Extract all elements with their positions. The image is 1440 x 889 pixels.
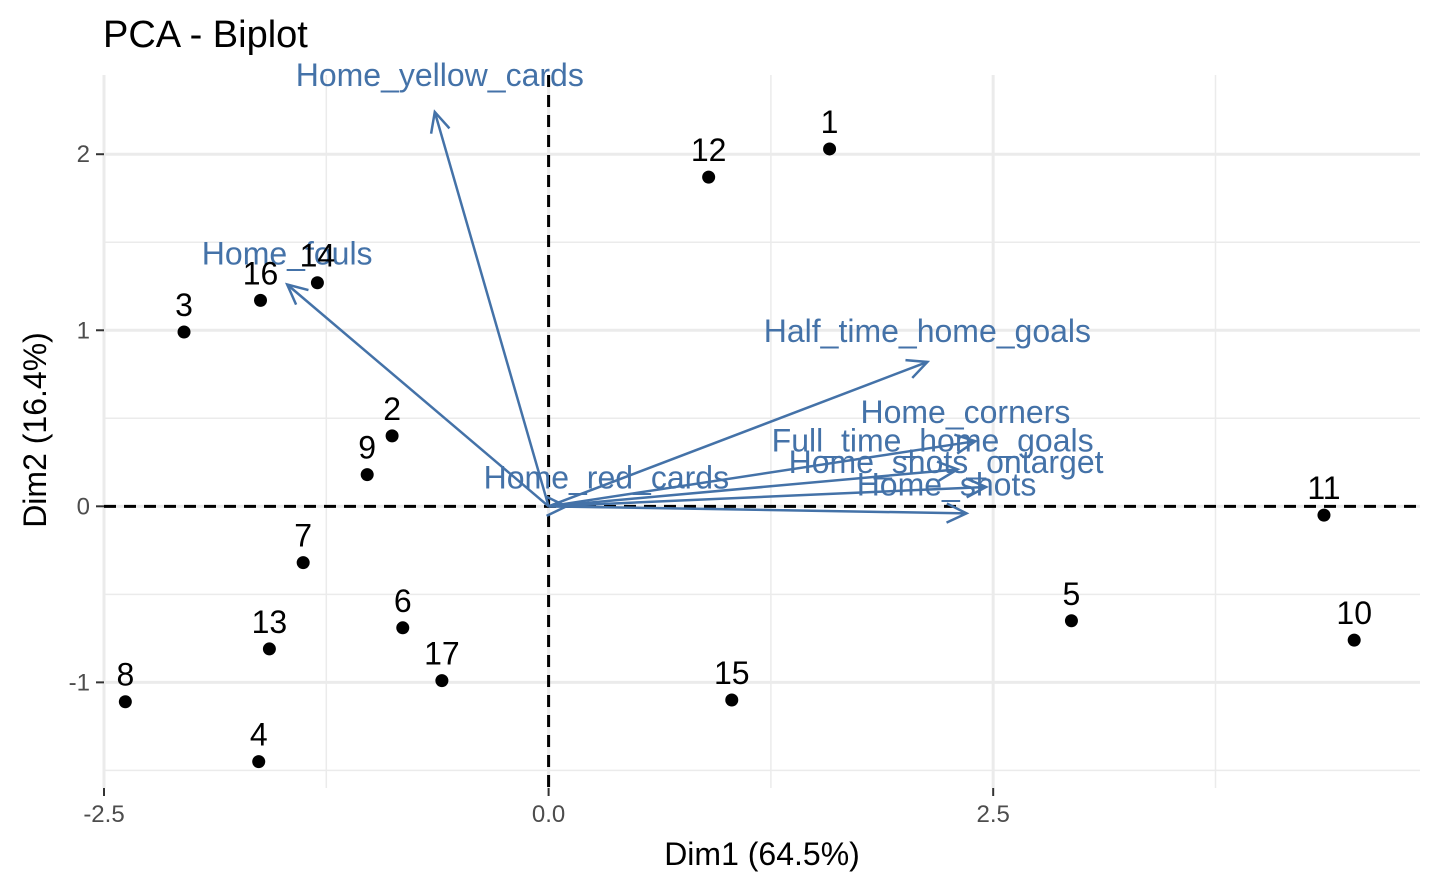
arrow-head xyxy=(936,460,961,482)
x-axis-title: Dim1 (64.5%) xyxy=(664,836,860,872)
point-marker xyxy=(1064,614,1078,628)
point-label: 2 xyxy=(383,391,401,427)
point-label: 17 xyxy=(424,636,460,672)
individual-point: 1 xyxy=(821,104,839,156)
arrow-shaft xyxy=(548,360,928,508)
individual-point: 7 xyxy=(294,518,312,570)
y-tick-label: 2 xyxy=(77,141,90,168)
point-marker xyxy=(435,674,449,688)
variable-arrows: Home_yellow_cards Home_fouls Half_time_hom… xyxy=(202,57,1104,524)
variable-label: Full_time_home_goals xyxy=(772,422,1094,458)
arrow-shaft xyxy=(548,505,967,515)
x-tick-label: -2.5 xyxy=(83,801,124,828)
grid xyxy=(102,75,1420,788)
arrow-shaft xyxy=(548,468,958,508)
chart-title: PCA - Biplot xyxy=(103,14,308,56)
arrow-head xyxy=(429,109,451,134)
individual-point: 8 xyxy=(116,657,134,709)
arrow-shaft xyxy=(433,111,550,507)
variable-arrow: Home_yellow_cards xyxy=(296,57,584,507)
arrow-shaft xyxy=(548,439,976,508)
point-marker xyxy=(1347,633,1361,647)
point-marker xyxy=(118,695,132,709)
point-marker xyxy=(296,556,310,570)
point-marker xyxy=(252,755,266,769)
point-label: 13 xyxy=(252,604,288,640)
point-marker xyxy=(823,142,837,156)
individual-point: 2 xyxy=(383,391,401,443)
point-marker xyxy=(262,642,276,656)
point-label: 3 xyxy=(175,287,193,323)
variable-label: Home_yellow_cards xyxy=(296,57,584,93)
variable-label: Home_shots_ontarget xyxy=(789,444,1104,480)
individual-point: 5 xyxy=(1063,576,1081,628)
individual-point: 11 xyxy=(1307,470,1341,522)
variable-arrow: Home_shots_ontarget xyxy=(548,444,1104,508)
point-label: 11 xyxy=(1307,470,1340,506)
variable-label: Home_red_cards xyxy=(484,459,729,495)
individual-point: 15 xyxy=(714,655,750,707)
individual-point: 6 xyxy=(394,583,412,635)
variable-label: Home_shots xyxy=(857,466,1037,502)
variable-label: Home_fouls xyxy=(202,235,373,271)
point-label: 1 xyxy=(821,104,839,140)
variable-arrow: Home_fouls xyxy=(202,235,550,508)
arrow-shaft xyxy=(286,283,550,508)
arrow-head xyxy=(965,477,989,499)
point-label: 9 xyxy=(358,430,376,466)
point-label: 6 xyxy=(394,583,412,619)
individual-point: 3 xyxy=(175,287,193,339)
arrow-head xyxy=(284,282,309,306)
arrow-shaft xyxy=(548,485,987,508)
point-label: 14 xyxy=(300,238,336,274)
point-marker xyxy=(253,293,267,307)
point-marker xyxy=(725,693,739,707)
arrow-head xyxy=(905,358,931,379)
point-label: 16 xyxy=(243,255,279,291)
individual-point: 10 xyxy=(1336,595,1372,647)
variable-arrow: Home_shots xyxy=(548,466,1037,524)
individual-point: 13 xyxy=(252,604,288,656)
axes: -2.5 0.0 2.5 -1 0 1 2 xyxy=(69,141,1010,828)
point-label: 12 xyxy=(691,132,727,168)
individual-point: 12 xyxy=(691,132,727,184)
point-marker xyxy=(310,276,324,290)
arrow-head xyxy=(954,433,979,455)
point-label: 4 xyxy=(250,717,268,753)
y-tick-label: 1 xyxy=(77,317,90,344)
variable-arrow: Home_red_cards xyxy=(484,459,729,517)
variable-arrow: Full_time_home_goals xyxy=(548,422,1094,508)
individual-point: 14 xyxy=(300,238,336,290)
variable-arrow: Home_corners xyxy=(548,394,1070,508)
point-marker xyxy=(360,468,374,482)
x-tick-label: 2.5 xyxy=(977,801,1010,828)
point-marker xyxy=(177,325,191,339)
individual-point: 9 xyxy=(358,430,376,482)
point-marker xyxy=(1317,508,1331,522)
x-tick-label: 0.0 xyxy=(532,801,565,828)
arrow-head xyxy=(546,495,570,517)
point-label: 15 xyxy=(714,655,750,691)
y-tick-label: 0 xyxy=(77,493,90,520)
individual-point: 16 xyxy=(243,255,279,307)
variable-label: Half_time_home_goals xyxy=(764,313,1091,349)
point-marker xyxy=(385,429,399,443)
point-label: 8 xyxy=(116,657,134,693)
y-axis-title: Dim2 (16.4%) xyxy=(17,332,53,528)
y-tick-label: -1 xyxy=(69,669,90,696)
variable-arrow: Half_time_home_goals xyxy=(548,313,1091,508)
variable-label: Home_corners xyxy=(860,394,1070,430)
point-label: 7 xyxy=(294,518,312,554)
point-label: 10 xyxy=(1336,595,1372,631)
individual-point: 4 xyxy=(250,717,268,769)
point-marker xyxy=(396,621,410,635)
point-label: 5 xyxy=(1063,576,1081,612)
individual-point: 17 xyxy=(424,636,460,688)
point-marker xyxy=(702,170,716,184)
arrow-head xyxy=(946,502,970,524)
